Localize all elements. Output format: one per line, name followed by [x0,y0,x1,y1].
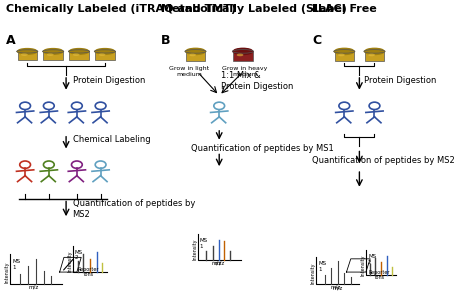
Ellipse shape [99,53,105,56]
FancyBboxPatch shape [335,51,354,61]
Text: Grow in heavy
medium: Grow in heavy medium [222,66,268,77]
Ellipse shape [368,54,375,56]
Text: Quantification of peptides by MS1: Quantification of peptides by MS1 [191,144,334,153]
Ellipse shape [338,54,345,56]
Text: MS
2: MS 2 [75,249,83,260]
Text: m/z: m/z [212,261,222,266]
Text: MS
1: MS 1 [200,238,208,249]
FancyBboxPatch shape [186,51,205,61]
Text: Quantification of peptides by
MS2: Quantification of peptides by MS2 [73,199,195,219]
Text: Intensity: Intensity [4,261,9,283]
Text: MS
1: MS 1 [319,261,327,272]
Ellipse shape [233,48,253,54]
Ellipse shape [69,49,89,54]
Ellipse shape [68,50,90,53]
Ellipse shape [95,49,115,54]
Text: Protein Digestion: Protein Digestion [73,76,145,85]
Text: Protein Digestion: Protein Digestion [364,76,436,85]
Ellipse shape [21,53,28,56]
Ellipse shape [185,50,206,53]
Text: Intensity: Intensity [310,263,315,284]
Ellipse shape [364,50,385,53]
FancyBboxPatch shape [18,51,37,60]
Text: B: B [161,34,171,47]
Ellipse shape [186,48,205,54]
Text: Metabolically Labeled (SILAC): Metabolically Labeled (SILAC) [161,4,347,14]
Text: MS
2: MS 2 [368,254,376,265]
Ellipse shape [44,49,63,54]
Text: Intensity: Intensity [192,239,197,260]
Ellipse shape [73,53,80,56]
Text: Label Free: Label Free [312,4,377,14]
Ellipse shape [232,50,254,53]
Ellipse shape [94,50,116,53]
Ellipse shape [43,50,64,53]
Ellipse shape [365,48,384,54]
FancyBboxPatch shape [69,51,89,60]
Text: MS
1: MS 1 [12,259,20,270]
FancyBboxPatch shape [44,51,63,60]
Text: Chemically Labeled (iTRAQ and TMT): Chemically Labeled (iTRAQ and TMT) [6,4,236,14]
Text: Intensity: Intensity [67,251,72,272]
Ellipse shape [18,49,37,54]
Text: m/z: m/z [214,261,224,266]
Text: C: C [312,34,321,47]
Text: Reporter
Ions: Reporter Ions [369,270,390,280]
Text: Quantification of peptides by MS2: Quantification of peptides by MS2 [312,156,455,165]
FancyBboxPatch shape [233,51,253,61]
Text: m/z: m/z [28,284,38,289]
Ellipse shape [335,48,354,54]
Text: Reporter
Ions: Reporter Ions [77,267,99,277]
Ellipse shape [189,54,196,56]
Ellipse shape [47,53,54,56]
Text: Grow in light
medium: Grow in light medium [169,66,209,77]
FancyBboxPatch shape [95,51,115,60]
Text: m/z: m/z [330,284,341,289]
Text: 1:1 Mix &
Protein Digestion: 1:1 Mix & Protein Digestion [221,71,294,91]
Ellipse shape [334,50,355,53]
Text: m/z: m/z [333,286,343,291]
Text: Intensity: Intensity [360,254,365,276]
FancyBboxPatch shape [365,51,384,61]
Ellipse shape [17,50,38,53]
Text: A: A [6,34,15,47]
Ellipse shape [237,54,244,56]
Text: Chemical Labeling: Chemical Labeling [73,135,150,144]
